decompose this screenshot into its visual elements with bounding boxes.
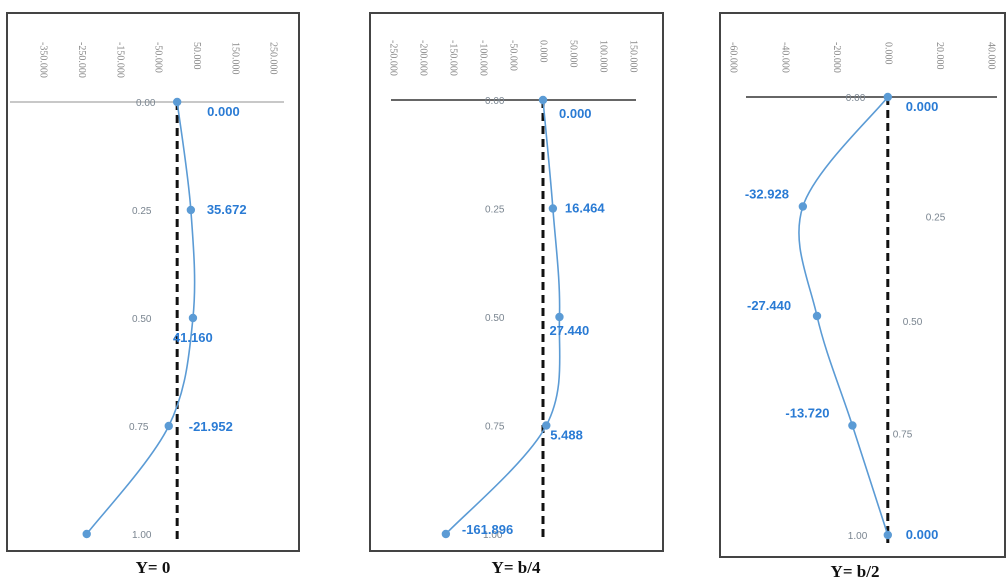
x-tick-label: 40.000 [986,42,997,70]
x-tick-label: -60.000 [728,42,739,73]
depth-label: 0.75 [129,422,149,433]
x-tick-label: 250.000 [268,42,279,75]
x-tick-label: 20.000 [934,42,945,70]
chart-caption: Y= b/2 [830,562,880,581]
depth-label: 0.00 [485,96,505,107]
data-point [798,202,808,211]
depth-label: 1.00 [483,530,503,541]
data-label: -27.440 [747,298,791,313]
data-point [555,312,564,322]
data-point [186,205,196,215]
x-tick-label: -40.000 [779,42,790,73]
depth-label: 1.00 [848,531,868,542]
x-tick-label: -150.000 [448,40,459,76]
series-line [798,96,889,536]
data-label: 41.160 [173,330,213,345]
depth-label: 0.50 [485,313,505,324]
data-point [883,92,892,102]
x-tick-label: 0.000 [538,40,549,63]
depth-label: 0.25 [926,213,946,224]
data-label: -13.720 [785,406,829,421]
depth-label: 0.75 [485,422,505,433]
chart-svg: -250.000 -200.000 -150.000 -100.000 -50.000 0… [388,40,639,542]
chart-panel-yb2: -60.000 -40.000 -20.000 0.000 20.000 40.000 0.… [719,12,1006,558]
chart-panel-y0: -350.000 -250.000 -150.000 -50.000 50.000 150… [6,12,300,552]
data-point [848,421,857,430]
x-tick-label: 50.000 [191,42,202,70]
depth-label: 0.00 [846,93,866,104]
data-point [883,530,892,540]
x-tick-label: -150.000 [114,42,125,78]
x-tick-label: -250.000 [76,42,87,78]
depth-label: 0.50 [903,317,923,328]
data-label: 0.000 [559,106,592,121]
data-label: 35.672 [207,202,247,217]
x-tick-label: -50.000 [153,42,164,73]
depth-label: 0.25 [132,206,152,217]
data-point [441,529,451,539]
data-label: 0.000 [906,527,939,542]
x-tick-label: 100.000 [598,40,609,73]
depth-label: 0.25 [485,205,505,216]
data-point [172,97,182,107]
chart-svg: -60.000 -40.000 -20.000 0.000 20.000 40.000 0.… [728,42,997,543]
x-tick-label: -200.000 [418,40,429,76]
data-point [188,313,198,323]
data-label: 27.440 [549,323,589,338]
data-point [538,95,548,105]
x-tick-label: -250.000 [388,40,399,76]
x-tick-label: -350.000 [38,42,49,78]
data-point [542,421,551,430]
x-tick-label: 50.000 [568,40,579,68]
chart-caption: Y= 0 [135,558,171,577]
depth-label: 1.00 [132,530,152,541]
data-label: 0.000 [207,104,240,119]
depth-label: 0.75 [893,430,913,441]
chart-svg: -350.000 -250.000 -150.000 -50.000 50.000 150… [10,42,284,542]
x-tick-label: -20.000 [831,42,842,73]
data-label: -32.928 [745,187,789,202]
data-point [812,311,822,321]
x-tick-label: 0.000 [883,42,894,65]
data-label: -21.952 [189,419,233,434]
x-tick-label: -50.000 [508,40,519,71]
x-tick-label: 150.000 [229,42,240,75]
data-point [164,421,173,431]
x-tick-label: 150.000 [628,40,639,73]
chart-panel-yb4: -250.000 -200.000 -150.000 -100.000 -50.000 0… [369,12,664,552]
depth-label: 0.00 [136,98,156,109]
chart-caption: Y= b/4 [491,558,541,577]
data-point [548,204,558,213]
x-tick-label: -100.000 [478,40,489,76]
data-label: -161.896 [462,522,513,537]
data-label: 0.000 [906,99,939,114]
data-label: 16.464 [565,201,606,216]
data-point [82,529,91,539]
data-label: 5.488 [550,428,583,443]
depth-label: 0.50 [132,314,152,325]
